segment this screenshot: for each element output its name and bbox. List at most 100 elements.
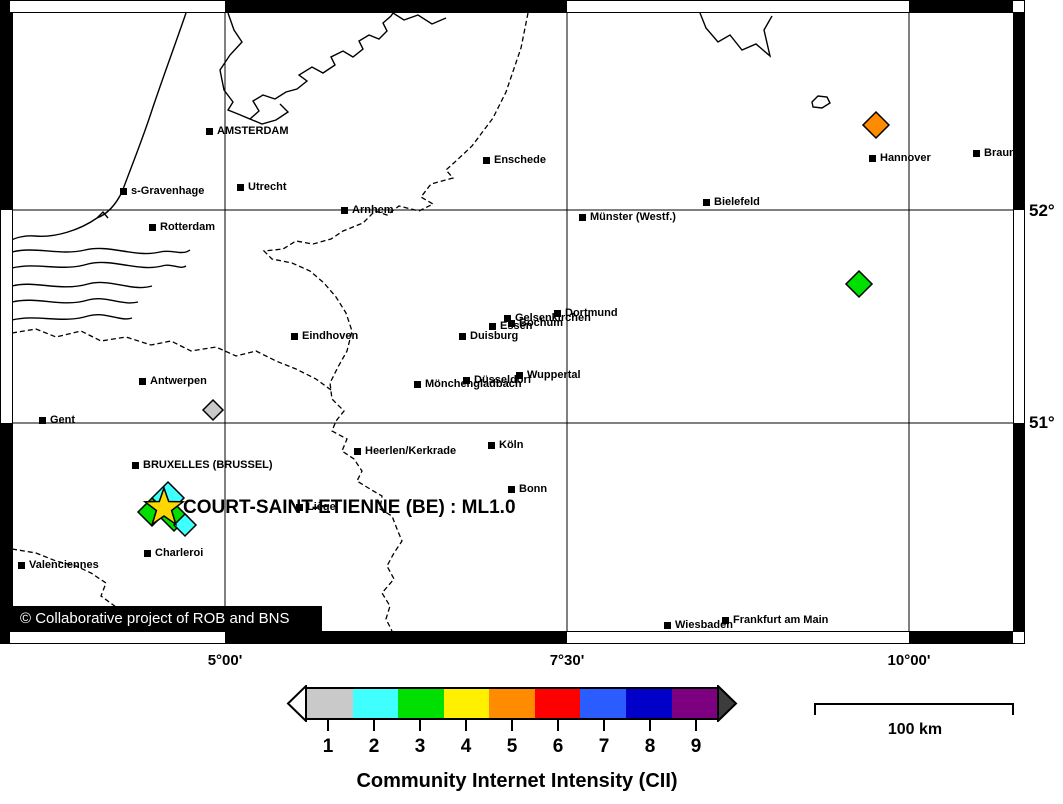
legend-color-bar: [305, 687, 719, 720]
frame-top-white-segment: [567, 1, 909, 12]
legend-value: 5: [506, 736, 518, 757]
legend-tick: [327, 720, 329, 731]
city-label: Rotterdam: [160, 221, 216, 233]
legend-value: 6: [552, 736, 564, 757]
frame-right-white-segment: [1014, 210, 1024, 423]
city-square-icon: [508, 486, 515, 493]
city-square-icon: [504, 315, 511, 322]
legend-tick: [511, 720, 513, 731]
city-square-icon: [18, 562, 25, 569]
legend-value: 8: [644, 736, 656, 757]
city-label: Duisburg: [470, 330, 519, 342]
city-label: Gelsenkirchen: [515, 312, 591, 324]
intensity-observations: [136, 110, 891, 538]
dutch-coast-path: [96, 12, 187, 219]
lon-label-10-00: 10°00': [887, 652, 931, 669]
city-label: Valenciennes: [29, 559, 99, 571]
city-square-icon: [664, 622, 671, 629]
legend-cell-6: [534, 689, 581, 718]
city-label: Utrecht: [248, 181, 287, 193]
city-square-icon: [206, 128, 213, 135]
city-label: AMSTERDAM: [217, 125, 289, 137]
lat-label-52: 52°: [1029, 201, 1055, 220]
city-square-icon: [516, 372, 523, 379]
copyright-note: © Collaborative project of ROB and BNS: [10, 606, 322, 631]
delta-channel-5: [11, 298, 139, 304]
map-vector-layer: [11, 12, 1013, 632]
city-square-icon: [459, 333, 466, 340]
legend-value: 9: [690, 736, 702, 757]
legend-tick: [649, 720, 651, 731]
city-label: s-Gravenhage: [131, 185, 205, 197]
intensity-diamond: [201, 398, 225, 422]
city-square-icon: [120, 188, 127, 195]
city-square-icon: [39, 417, 46, 424]
legend-tick: [419, 720, 421, 731]
city-label: Münster (Westf.): [590, 211, 676, 223]
city-square-icon: [463, 377, 470, 384]
coastlines: [11, 12, 831, 321]
delta-channel-2: [11, 247, 191, 255]
intensity-diamond: [172, 512, 198, 538]
delta-channel-6: [11, 314, 133, 321]
city-square-icon: [722, 617, 729, 624]
lat-label-51: 51°: [1029, 413, 1055, 432]
border-nl-de: [262, 12, 529, 632]
legend-cell-3: [398, 689, 444, 718]
city-square-icon: [483, 157, 490, 164]
epicenter-star-icon: [142, 485, 186, 527]
city-label: Arnhem: [352, 204, 394, 216]
frame-top-white-segment: [10, 1, 225, 12]
legend-cell-7: [580, 689, 626, 718]
epicenter-label: COURT-SAINT-ETIENNE (BE) : ML1.0: [183, 497, 516, 518]
steinhuder-lake: [811, 95, 831, 109]
frame-bottom-white-segment: [10, 632, 225, 643]
city-square-icon: [579, 214, 586, 221]
legend-cell-9: [671, 689, 718, 718]
city-square-icon: [291, 333, 298, 340]
ijsselmeer-outline: [219, 12, 394, 120]
city-label: Bochum: [519, 317, 563, 329]
frame-left-white-segment: [1, 210, 12, 423]
intensity-diamond: [844, 269, 874, 299]
legend-value: 1: [322, 736, 334, 757]
lon-label-5-00: 5°00': [207, 652, 243, 669]
city-label: Mönchengladbach: [425, 378, 522, 390]
legend-title: Community Internet Intensity (CII): [356, 770, 678, 792]
legend-value: 4: [460, 736, 472, 757]
city-square-icon: [354, 448, 361, 455]
country-borders: [11, 12, 529, 632]
city-square-icon: [414, 381, 421, 388]
city-label: Bielefeld: [714, 196, 760, 208]
city-label: Frankfurt am Main: [733, 614, 829, 626]
legend-value: 2: [368, 736, 380, 757]
legend-tick: [373, 720, 375, 731]
delta-channel-4: [11, 281, 153, 289]
frame-bottom-white-segment: [567, 632, 909, 643]
city-label: Liège: [307, 501, 336, 513]
legend-tick: [603, 720, 605, 731]
city-square-icon: [488, 442, 495, 449]
city-label: Köln: [499, 439, 524, 451]
city-square-icon: [341, 207, 348, 214]
city-label: Hannover: [880, 152, 931, 164]
legend-value: 7: [598, 736, 610, 757]
city-square-icon: [132, 462, 139, 469]
delta-channel-1: [11, 217, 98, 241]
city-square-icon: [554, 310, 561, 317]
city-square-icon: [149, 224, 156, 231]
city-square-icon: [489, 323, 496, 330]
city-square-icon: [869, 155, 876, 162]
city-label: Antwerpen: [150, 375, 207, 387]
city-label: Charleroi: [155, 547, 204, 559]
legend-cell-5: [489, 689, 535, 718]
delta-channel-3: [11, 261, 187, 269]
scale-bar-label: 100 km: [887, 721, 943, 738]
city-label: BRUXELLES (BRUSSEL): [143, 459, 273, 471]
legend-left-arrow-icon: [286, 685, 307, 722]
ems-estuary-coast: [699, 12, 773, 58]
scale-bar: [814, 703, 1014, 715]
legend-cell-1: [307, 689, 353, 718]
city-square-icon: [973, 150, 980, 157]
legend-cell-4: [443, 689, 490, 718]
